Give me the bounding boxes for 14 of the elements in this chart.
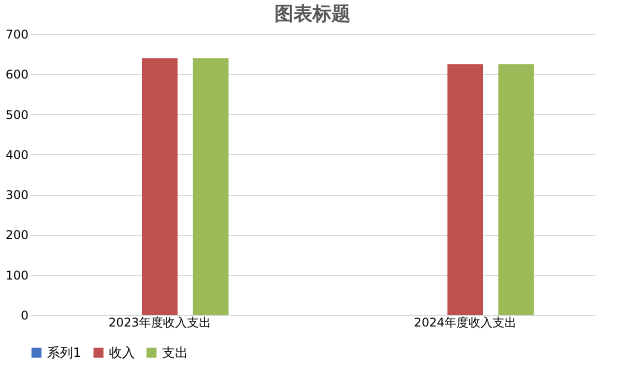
y-tick-label: 700 [6, 28, 28, 42]
y-tick-label: 600 [6, 68, 28, 82]
legend-label: 支出 [162, 346, 188, 361]
x-tick-label: 2023年度收入支出 [108, 316, 212, 330]
y-tick-label: 100 [6, 268, 28, 282]
chart-title: 图表标题 [274, 3, 350, 25]
y-tick-label: 400 [6, 148, 28, 162]
legend-label: 收入 [109, 346, 135, 361]
y-tick-label: 500 [6, 108, 28, 122]
legend-label: 系列1 [47, 346, 82, 361]
y-tick-label: 200 [6, 228, 28, 242]
y-tick-label: 0 [20, 308, 28, 322]
y-tick-label: 300 [6, 188, 28, 202]
x-tick-label: 2024年度收入支出 [414, 316, 516, 330]
